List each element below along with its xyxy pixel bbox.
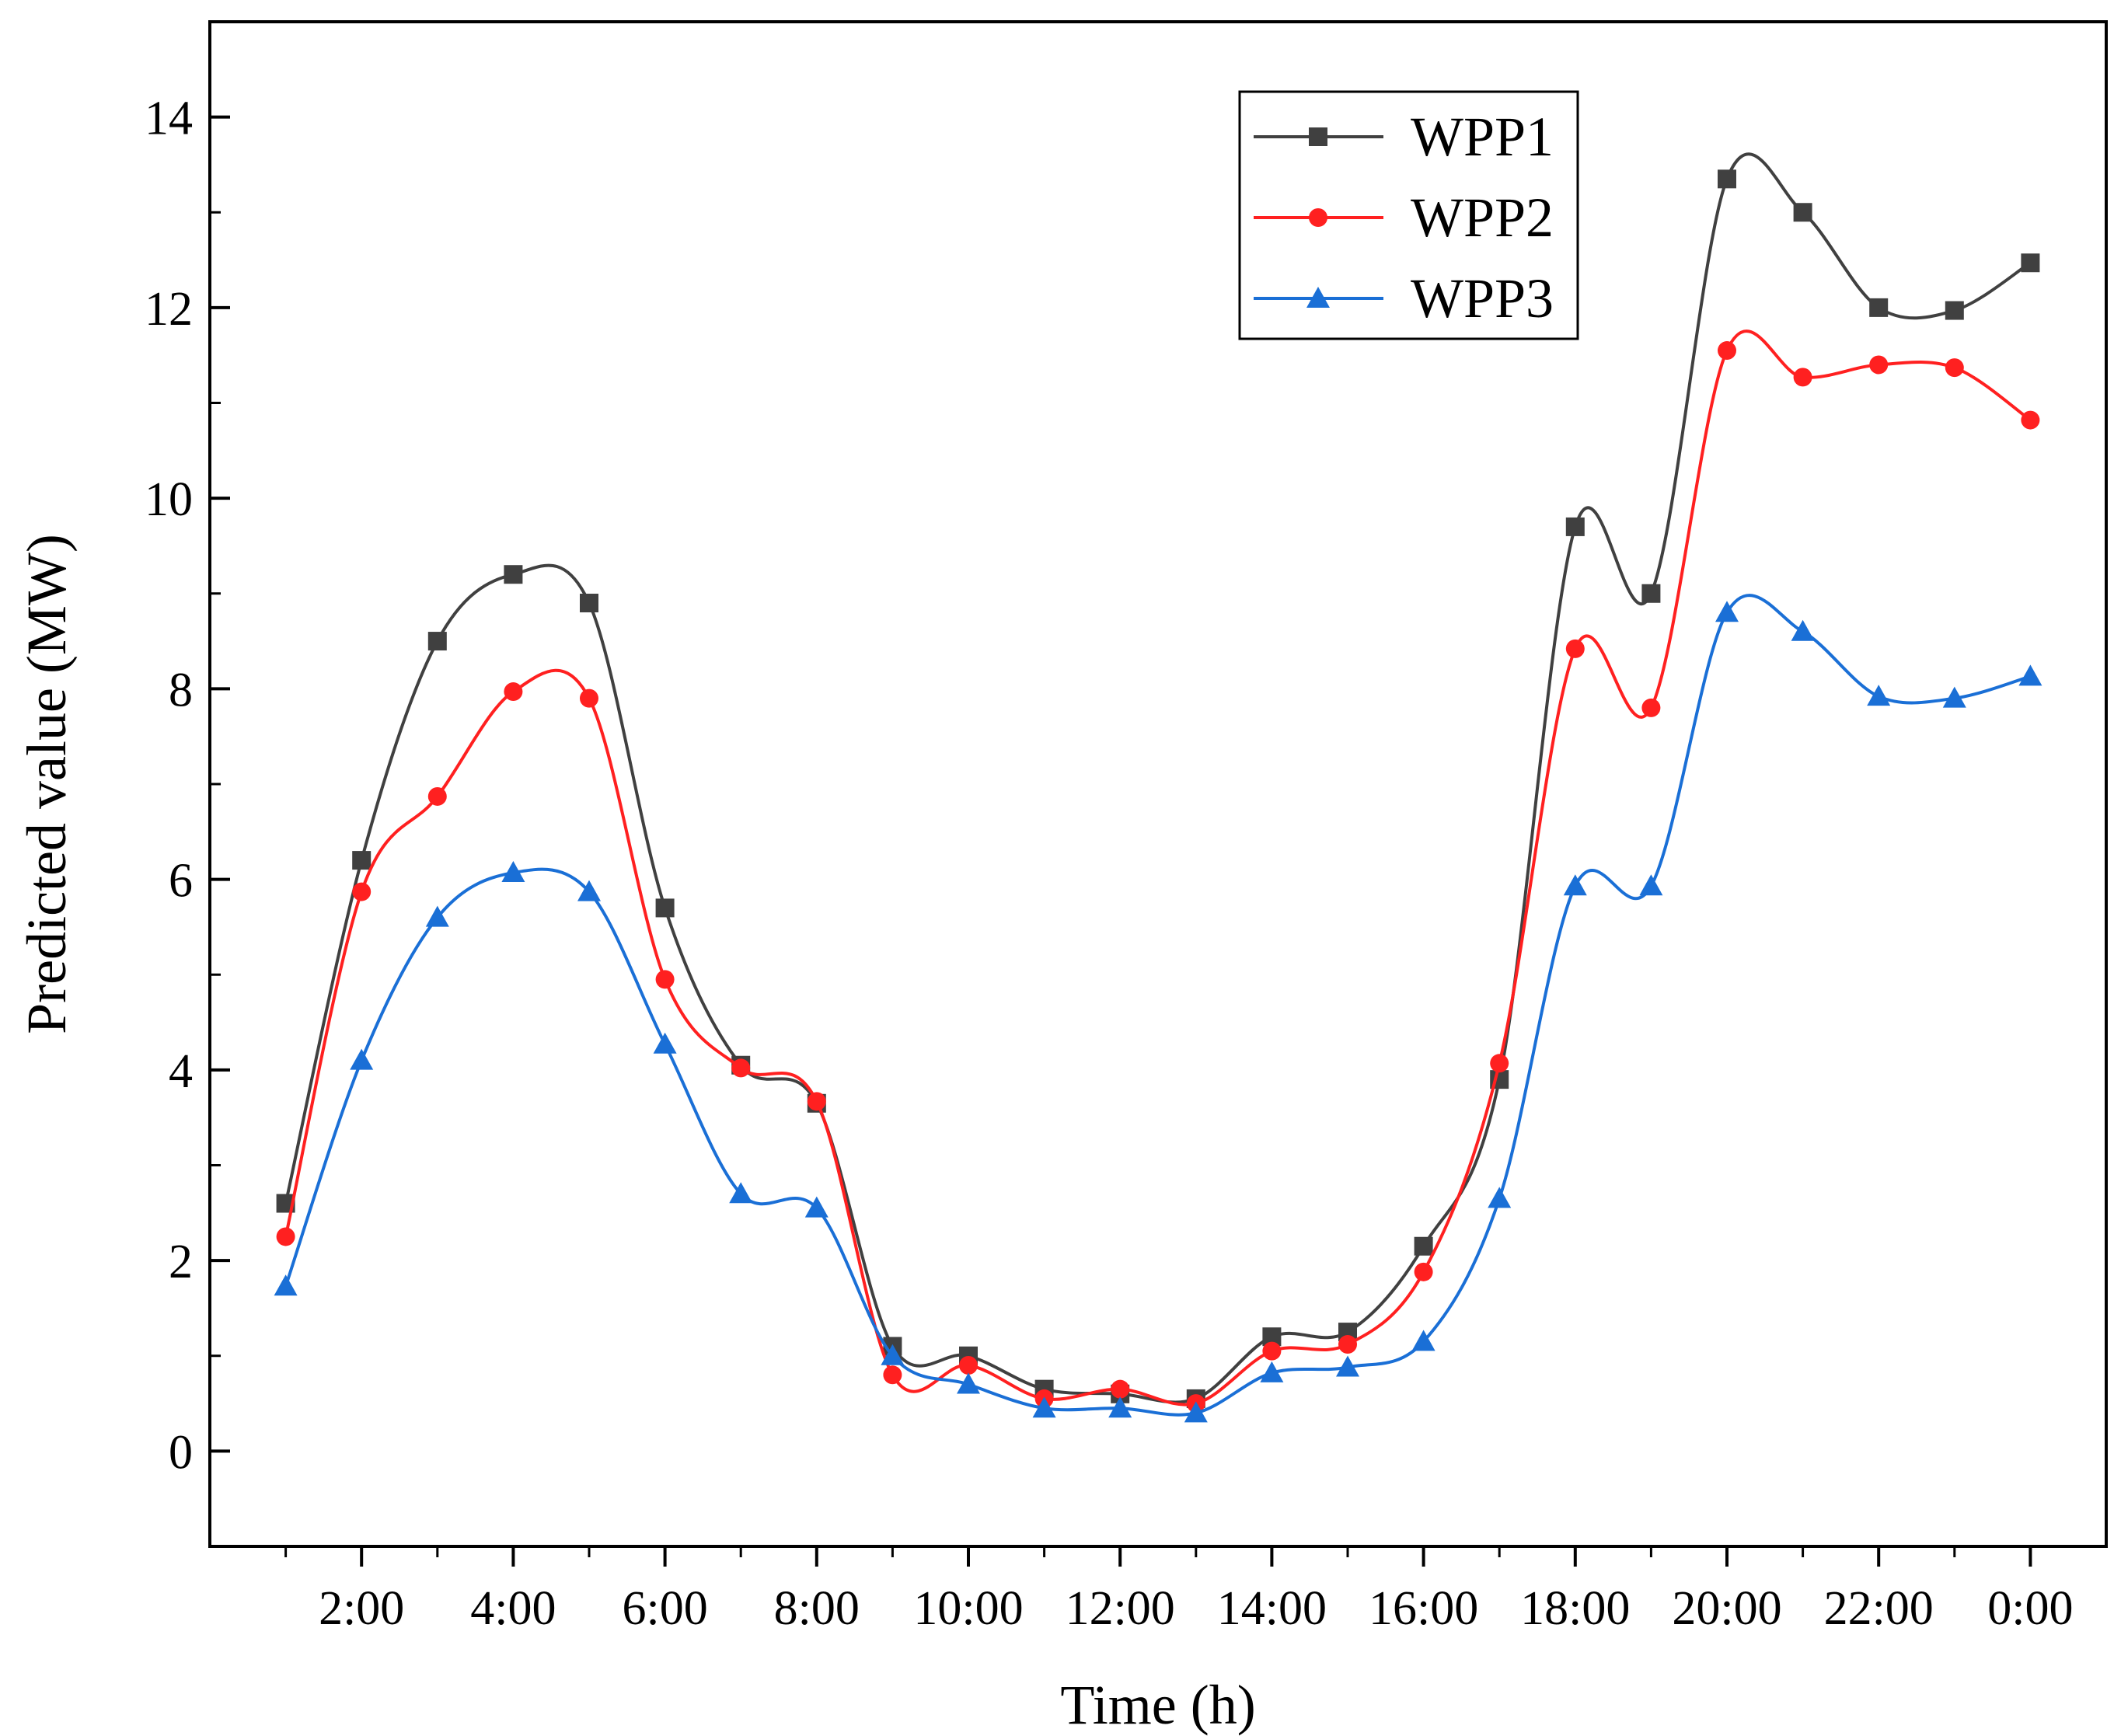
data-point: [427, 632, 447, 651]
series-layer: [274, 152, 2042, 1423]
data-point: [1262, 1341, 1282, 1361]
data-point: [1793, 203, 1812, 222]
data-point: [2018, 664, 2042, 686]
x-tick-label: 22:00: [1824, 1582, 1934, 1635]
data-point: [1111, 1379, 1130, 1399]
data-point: [501, 861, 525, 883]
y-axis-title: Predicted value (MW): [16, 534, 78, 1034]
data-point: [1414, 1262, 1433, 1281]
data-point: [1565, 517, 1585, 536]
x-tick-label: 18:00: [1520, 1582, 1630, 1635]
x-tick-label: 8:00: [774, 1582, 860, 1635]
data-point: [580, 594, 598, 613]
data-point: [1641, 584, 1661, 603]
y-tick-label: 0: [169, 1426, 193, 1479]
data-point: [1793, 368, 1812, 387]
x-tick-label: 4:00: [470, 1582, 556, 1635]
legend: WPP1 WPP2 WPP3: [1238, 90, 1579, 340]
data-point: [1945, 358, 1964, 378]
data-point: [1639, 874, 1663, 896]
x-tick-label: 16:00: [1369, 1582, 1478, 1635]
x-tick-label: 14:00: [1217, 1582, 1327, 1635]
data-point: [1338, 1335, 1357, 1354]
data-point: [580, 688, 598, 708]
x-tick-label: 6:00: [622, 1582, 707, 1635]
data-point: [1032, 1396, 1056, 1418]
legend-label: WPP2: [1411, 186, 1554, 249]
x-tick-label: 20:00: [1672, 1582, 1781, 1635]
y-tick-label: 2: [169, 1236, 193, 1288]
data-point: [352, 882, 372, 901]
ticks-layer: 0 2 4 6 8 10 12 14 2:00 4:00 6:00 8:00 10:00 12:00 14:…: [145, 20, 2074, 1635]
data-point: [504, 565, 523, 584]
data-point: [1945, 301, 1964, 320]
data-point: [729, 1182, 753, 1204]
series-wpp2: [276, 329, 2040, 1414]
data-point: [1791, 619, 1815, 641]
data-point: [957, 1372, 980, 1394]
data-point: [350, 1048, 374, 1070]
data-point: [1414, 1236, 1433, 1256]
data-point: [1715, 601, 1739, 622]
data-point: [807, 1092, 826, 1111]
data-point: [1942, 686, 1966, 708]
legend-marker: [1309, 127, 1327, 146]
data-point: [653, 1032, 677, 1054]
data-point: [1565, 639, 1585, 658]
legend-label: WPP1: [1411, 106, 1554, 168]
data-point: [1336, 1355, 1359, 1377]
y-tick-label: 14: [145, 92, 193, 145]
data-point: [883, 1365, 902, 1385]
data-point: [804, 1196, 829, 1218]
data-point: [2021, 253, 2040, 273]
data-point: [1490, 1054, 1509, 1073]
data-point: [1869, 298, 1889, 317]
y-tick-label: 4: [169, 1045, 193, 1098]
data-point: [352, 851, 372, 870]
x-tick-label: 0:00: [1987, 1582, 2073, 1635]
data-point: [274, 1274, 298, 1296]
data-point: [959, 1356, 978, 1375]
data-point: [1641, 698, 1661, 717]
data-point: [577, 880, 601, 901]
data-point: [1867, 685, 1891, 706]
legend-marker: [1309, 208, 1327, 227]
data-point: [731, 1058, 751, 1078]
data-point: [425, 905, 449, 927]
data-point: [276, 1227, 295, 1246]
legend-label: WPP3: [1411, 267, 1554, 329]
x-axis-title: Time (h): [1060, 1674, 1255, 1736]
y-tick-label: 6: [169, 855, 193, 908]
x-tick-label: 2:00: [319, 1582, 404, 1635]
data-point: [1488, 1187, 1512, 1208]
data-point: [655, 970, 675, 989]
data-point: [1260, 1361, 1284, 1382]
data-point: [1718, 169, 1736, 189]
series-line: [284, 329, 2032, 1407]
data-point: [1184, 1401, 1208, 1423]
data-point: [504, 682, 523, 702]
data-point: [427, 786, 447, 806]
data-point: [2021, 410, 2040, 430]
series-wpp3: [274, 594, 2042, 1423]
data-point: [1718, 341, 1736, 361]
y-tick-label: 10: [145, 473, 193, 526]
data-point: [1563, 874, 1587, 896]
data-point: [1411, 1330, 1435, 1351]
data-point: [1869, 355, 1889, 375]
data-point: [1108, 1396, 1132, 1418]
x-tick-label: 12:00: [1066, 1582, 1175, 1635]
data-point: [655, 898, 675, 918]
data-point: [881, 1344, 905, 1365]
legend-marker: [1306, 287, 1330, 308]
y-tick-label: 12: [145, 283, 193, 336]
y-tick-label: 8: [169, 664, 193, 716]
x-tick-label: 10:00: [913, 1582, 1023, 1635]
series-line: [284, 152, 2032, 1404]
